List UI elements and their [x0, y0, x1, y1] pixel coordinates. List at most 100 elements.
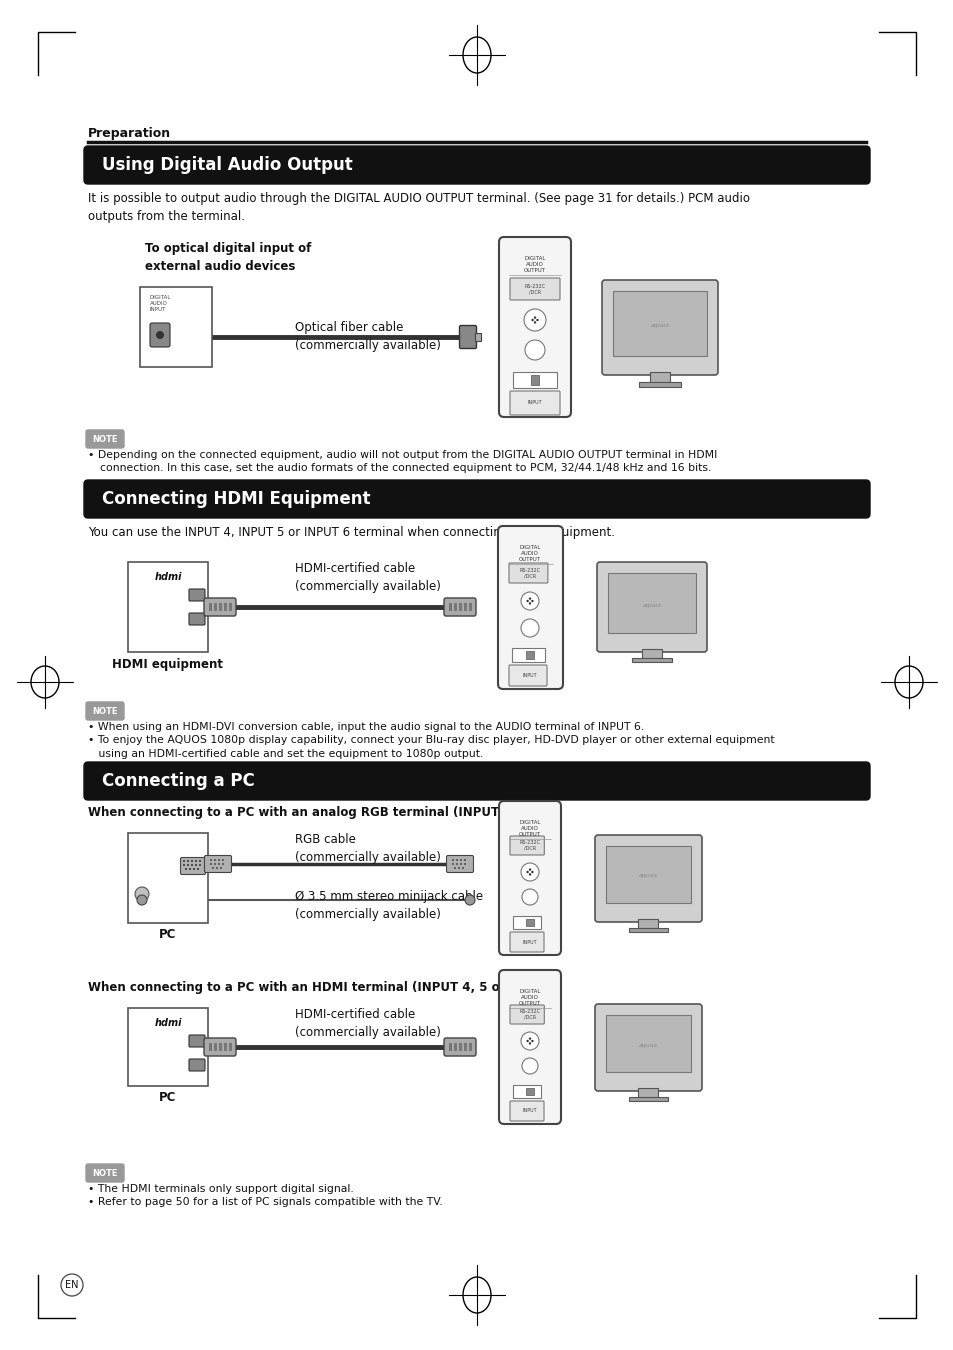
Circle shape [187, 864, 189, 865]
Circle shape [216, 867, 217, 869]
Text: INPUT: INPUT [150, 306, 166, 312]
Bar [525, 651, 534, 659]
Text: Preparation: Preparation [88, 127, 171, 140]
Circle shape [523, 309, 545, 331]
Circle shape [524, 340, 544, 360]
Text: INPUT: INPUT [522, 674, 537, 678]
Text: NOTE: NOTE [92, 1169, 117, 1177]
Circle shape [463, 859, 465, 861]
Text: aquos: aquos [641, 602, 660, 608]
Bar [607, 572, 696, 633]
FancyBboxPatch shape [510, 836, 544, 855]
Text: INPUT: INPUT [522, 1108, 537, 1114]
Circle shape [189, 868, 191, 869]
Text: DIGITAL: DIGITAL [518, 990, 540, 994]
Circle shape [456, 863, 457, 865]
Bar [638, 1088, 658, 1098]
Text: It is possible to output audio through the DIGITAL AUDIO OUTPUT terminal. (See p: It is possible to output audio through t… [88, 192, 749, 223]
Circle shape [199, 864, 201, 865]
Bar [458, 603, 461, 612]
Bar [513, 917, 540, 929]
Circle shape [531, 871, 533, 873]
FancyBboxPatch shape [459, 325, 476, 348]
FancyBboxPatch shape [509, 563, 547, 583]
Bar [628, 927, 667, 931]
Text: INPUT: INPUT [527, 401, 541, 405]
FancyBboxPatch shape [443, 598, 476, 616]
Text: INPUT: INPUT [522, 940, 537, 945]
Circle shape [137, 895, 147, 905]
Bar [213, 1044, 216, 1052]
Text: • Depending on the connected equipment, audio will not output from the DIGITAL A: • Depending on the connected equipment, … [88, 450, 717, 460]
Circle shape [222, 859, 224, 861]
Bar [469, 603, 472, 612]
Circle shape [520, 1031, 538, 1050]
Bar [641, 649, 661, 657]
Text: HDMI equipment: HDMI equipment [112, 657, 223, 671]
Text: When connecting to a PC with an analog RGB terminal (INPUT 7):: When connecting to a PC with an analog R… [88, 806, 521, 819]
FancyBboxPatch shape [601, 279, 718, 375]
Circle shape [191, 864, 193, 865]
Text: When connecting to a PC with an HDMI terminal (INPUT 4, 5 or 6):: When connecting to a PC with an HDMI ter… [88, 981, 528, 994]
Circle shape [185, 868, 187, 869]
Circle shape [528, 1042, 531, 1045]
Text: OUTPUT: OUTPUT [518, 558, 540, 562]
FancyBboxPatch shape [497, 526, 562, 688]
Bar [531, 375, 538, 385]
Circle shape [528, 598, 531, 599]
Circle shape [521, 1058, 537, 1075]
Circle shape [452, 859, 454, 861]
Text: aquos: aquos [638, 873, 657, 879]
Bar [224, 603, 227, 612]
FancyBboxPatch shape [189, 1058, 205, 1071]
Text: Ø 3.5 mm stereo minijack cable
(commercially available): Ø 3.5 mm stereo minijack cable (commerci… [294, 890, 482, 921]
FancyBboxPatch shape [84, 481, 869, 518]
Text: OUTPUT: OUTPUT [523, 269, 545, 273]
Bar [229, 603, 232, 612]
Circle shape [531, 319, 534, 321]
Bar [219, 603, 222, 612]
FancyBboxPatch shape [510, 931, 543, 952]
FancyBboxPatch shape [510, 1102, 543, 1120]
Circle shape [183, 860, 185, 863]
Circle shape [218, 863, 220, 865]
Bar [219, 1044, 222, 1052]
FancyBboxPatch shape [86, 1164, 124, 1183]
Circle shape [459, 863, 461, 865]
Text: EN: EN [65, 1280, 79, 1291]
Bar [229, 1044, 232, 1052]
FancyBboxPatch shape [510, 278, 559, 300]
Bar [463, 603, 467, 612]
Circle shape [213, 863, 215, 865]
FancyBboxPatch shape [189, 589, 205, 601]
FancyBboxPatch shape [150, 323, 170, 347]
Circle shape [220, 867, 222, 869]
Text: NOTE: NOTE [92, 706, 117, 716]
Circle shape [194, 864, 196, 865]
Circle shape [520, 863, 538, 882]
Text: DIGITAL: DIGITAL [518, 819, 540, 825]
Circle shape [187, 860, 189, 863]
Text: aquos: aquos [638, 1042, 657, 1048]
Text: • When using an HDMI-DVI conversion cable, input the audio signal to the AUDIO t: • When using an HDMI-DVI conversion cabl… [88, 722, 643, 732]
Bar [454, 1044, 456, 1052]
Text: AUDIO: AUDIO [520, 826, 538, 832]
FancyBboxPatch shape [509, 666, 546, 686]
Text: PC: PC [159, 927, 176, 941]
Text: connection. In this case, set the audio formats of the connected equipment to PC: connection. In this case, set the audio … [100, 463, 711, 472]
Text: DIGITAL: DIGITAL [150, 296, 172, 300]
FancyBboxPatch shape [498, 801, 560, 954]
FancyBboxPatch shape [84, 761, 869, 801]
Circle shape [534, 321, 536, 324]
Circle shape [457, 867, 459, 869]
FancyBboxPatch shape [204, 598, 235, 616]
FancyBboxPatch shape [84, 146, 869, 184]
Bar [449, 1044, 452, 1052]
Text: RS-232C
/DCR: RS-232C /DCR [519, 840, 540, 850]
Text: HDMI-certified cable
(commercially available): HDMI-certified cable (commercially avail… [294, 1008, 440, 1040]
Bar [475, 333, 480, 342]
Text: AUDIO: AUDIO [525, 262, 543, 267]
Bar [613, 292, 706, 356]
Circle shape [222, 863, 224, 865]
Circle shape [135, 887, 149, 900]
